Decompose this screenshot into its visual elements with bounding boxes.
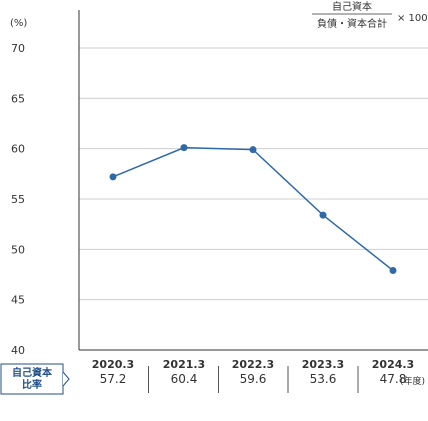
data-point xyxy=(319,211,327,219)
x-tick-labels: 2020.3 2021.3 2022.3 2023.3 2024.3 xyxy=(92,358,414,371)
x-unit-label: (年度) xyxy=(400,375,425,387)
ratio-row-values: 57.2 60.4 59.6 53.6 47.8 xyxy=(100,366,407,393)
formula-numerator: 自己資本 xyxy=(332,0,372,13)
ratio-row-label: 自己資本 比率 xyxy=(0,363,70,395)
data-point xyxy=(180,144,188,152)
ratio-value: 60.4 xyxy=(171,372,198,386)
y-tick-label: 60 xyxy=(11,143,25,156)
ratio-value: 59.6 xyxy=(240,372,267,386)
y-tick-label: 65 xyxy=(11,92,25,105)
y-unit-label: (%) xyxy=(10,18,27,29)
ratio-row-label-box xyxy=(0,363,64,395)
ratio-row-label-arrow xyxy=(62,371,70,387)
x-tick-label: 2023.3 xyxy=(302,358,344,371)
x-tick-label: 2024.3 xyxy=(372,358,414,371)
grid xyxy=(79,47,428,301)
ratio-value: 57.2 xyxy=(100,372,127,386)
data-point xyxy=(109,173,117,181)
x-tick-label: 2022.3 xyxy=(232,358,274,371)
formula-multiplier: × 100 xyxy=(397,13,428,24)
y-tick-label: 50 xyxy=(11,243,25,256)
formula: 自己資本 負債・資本合計 × 100 xyxy=(312,0,428,30)
ratio-value: 53.6 xyxy=(310,372,337,386)
ratio-value: 47.8 xyxy=(380,372,407,386)
data-point xyxy=(389,266,397,274)
y-tick-label: 70 xyxy=(11,42,25,55)
y-tick-labels: 40 45 50 55 60 65 70 xyxy=(11,42,25,357)
x-tick-label: 2021.3 xyxy=(163,358,205,371)
y-tick-label: 55 xyxy=(11,193,25,206)
y-tick-label: 40 xyxy=(11,344,25,357)
series-line xyxy=(112,146,394,272)
ratio-row-label-line2: 比率 xyxy=(22,378,42,391)
y-tick-label: 45 xyxy=(11,294,25,307)
ratio-row-label-line1: 自己資本 xyxy=(12,366,53,379)
formula-denominator: 負債・資本合計 xyxy=(317,17,387,30)
data-point xyxy=(249,146,257,154)
series-equity-ratio xyxy=(109,144,397,274)
x-tick-label: 2020.3 xyxy=(92,358,134,371)
